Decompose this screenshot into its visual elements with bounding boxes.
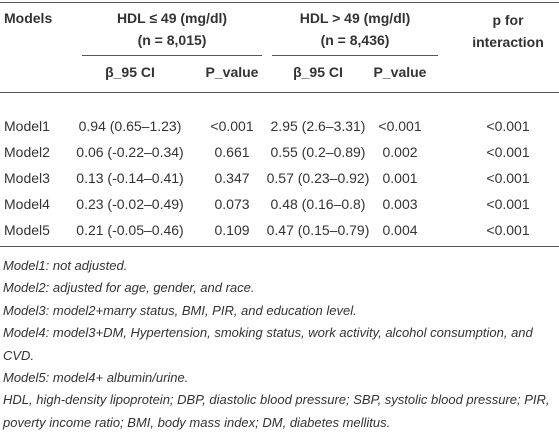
row-label: Model2 (4, 144, 50, 160)
bottom-rule (0, 246, 559, 247)
cell: 0.073 (214, 196, 250, 212)
cell: 0.55 (0.2–0.89) (270, 144, 366, 160)
cell: <0.001 (486, 222, 530, 238)
cell: <0.001 (486, 118, 530, 134)
header-group1-n: (n = 8,015) (137, 32, 207, 48)
cell: 0.001 (382, 170, 418, 186)
group2-rule (272, 55, 438, 56)
cell: 0.109 (214, 222, 250, 238)
cell: 0.003 (382, 196, 418, 212)
cell: 0.94 (0.65–1.23) (78, 118, 182, 134)
header-interaction: p for interaction (472, 12, 544, 50)
header-models: Models (4, 10, 53, 26)
cell: 2.95 (2.6–3.31) (270, 118, 366, 134)
cell: 0.47 (0.15–0.79) (266, 222, 370, 238)
footnote: Model3: model2+marry status, BMI, PIR, a… (3, 302, 357, 318)
subheader: β_95 CI (293, 64, 343, 80)
group1-rule (82, 55, 262, 56)
cell: 0.06 (-0.22–0.34) (76, 144, 184, 160)
cell: <0.001 (210, 118, 254, 134)
footnote: Model5: model4+ albumin/urine. (3, 370, 189, 386)
cell: 0.57 (0.23–0.92) (266, 170, 370, 186)
footnote: Model1: not adjusted. (3, 258, 128, 273)
header-group1: HDL ≤ 49 (mg/dl) (116, 10, 228, 26)
header-group2: HDL > 49 (mg/dl) (299, 10, 411, 26)
row-label: Model3 (4, 170, 50, 186)
footnote: Model2: adjusted for age, gender, and ra… (3, 280, 255, 296)
footnotes: Model1: not adjusted. Model2: adjusted fo… (3, 255, 555, 434)
cell: <0.001 (378, 118, 422, 134)
subheader: P_value (205, 64, 259, 80)
top-rule (0, 2, 559, 3)
footnote: Model4: model3+DM, Hypertension, smoking… (3, 325, 533, 363)
cell: <0.001 (486, 144, 530, 160)
row-label: Model4 (4, 196, 50, 212)
cell: 0.004 (382, 222, 418, 238)
cell: 0.661 (214, 144, 250, 160)
cell: 0.13 (-0.14–0.41) (76, 170, 184, 186)
footnote: HDL, high-density lipoprotein; DBP, dias… (3, 392, 550, 430)
cell: 0.48 (0.16–0.8) (270, 196, 366, 212)
subheader: β_95 CI (105, 64, 155, 80)
row-label: Model1 (4, 118, 50, 134)
cell: <0.001 (486, 170, 530, 186)
subheader: P_value (373, 64, 427, 80)
header-rule (0, 92, 559, 93)
cell: 0.21 (-0.05–0.46) (76, 222, 184, 238)
header-group2-n: (n = 8,436) (320, 32, 390, 48)
cell: 0.23 (-0.02–0.49) (76, 196, 184, 212)
cell: 0.347 (214, 170, 250, 186)
cell: <0.001 (486, 196, 530, 212)
row-label: Model5 (4, 222, 50, 238)
cell: 0.002 (382, 144, 418, 160)
